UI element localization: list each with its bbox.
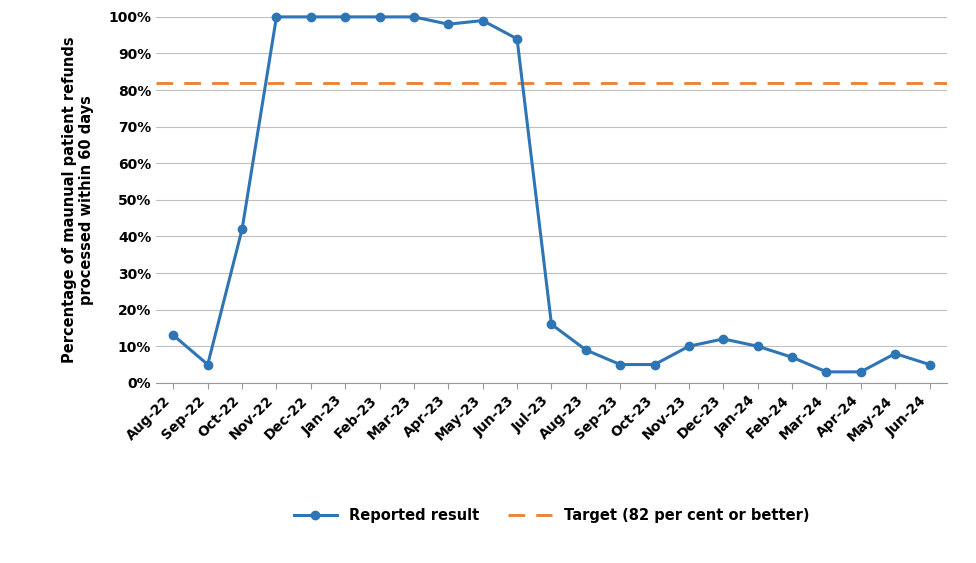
Legend: Reported result, Target (82 per cent or better): Reported result, Target (82 per cent or … — [288, 503, 815, 529]
Y-axis label: Percentage of maunual patient refunds
processed within 60 days: Percentage of maunual patient refunds pr… — [62, 37, 95, 363]
